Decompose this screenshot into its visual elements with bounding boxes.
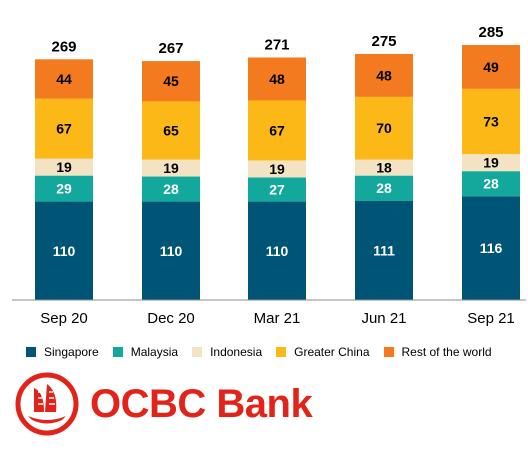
data-label-greater-china: 70 bbox=[376, 120, 392, 136]
bar-segment-greater-china bbox=[462, 88, 520, 155]
data-label-greater-china: 73 bbox=[483, 114, 499, 130]
data-label-greater-china: 67 bbox=[269, 122, 285, 138]
data-label-indonesia: 19 bbox=[163, 160, 179, 176]
labels-group: 110 29 19 67 44 269 110 28 19 65 45 267 110 27 19 67 48 2… bbox=[51, 24, 503, 259]
junk-sailboat-logo-icon bbox=[15, 372, 79, 436]
logo-wordmark: OCBC Bank bbox=[90, 382, 313, 426]
bar-segment-indonesia bbox=[248, 160, 306, 178]
data-label-rest-of-the-world: 48 bbox=[269, 71, 285, 87]
data-label-malaysia: 29 bbox=[56, 181, 72, 197]
bar-segment-greater-china bbox=[248, 100, 306, 161]
data-label-rest-of-the-world: 44 bbox=[56, 71, 72, 87]
data-label-greater-china: 67 bbox=[56, 121, 72, 137]
legend-label: Rest of the world bbox=[401, 345, 492, 359]
x-tick-label: Jun 21 bbox=[361, 310, 406, 327]
legend-swatch bbox=[26, 347, 36, 357]
ocbc-logo: OCBC Bank bbox=[14, 372, 344, 436]
legend-swatch bbox=[276, 347, 287, 357]
data-label-singapore: 110 bbox=[53, 243, 76, 259]
legend-item-rest-of-the-world: Rest of the world bbox=[383, 345, 492, 359]
legend-swatch bbox=[383, 347, 394, 357]
data-label-indonesia: 19 bbox=[56, 159, 72, 175]
legend-item-indonesia: Indonesia bbox=[192, 345, 262, 359]
x-tick-label: Sep 21 bbox=[467, 310, 515, 327]
data-label-indonesia: 19 bbox=[483, 155, 499, 171]
legend-item-malaysia: Malaysia bbox=[112, 345, 179, 359]
bar-segment-greater-china bbox=[355, 96, 413, 160]
bar-segment-malaysia bbox=[248, 177, 306, 202]
bar-segment-greater-china bbox=[142, 101, 200, 160]
data-label-rest-of-the-world: 48 bbox=[376, 67, 392, 83]
legend-label: Singapore bbox=[44, 345, 99, 359]
bar-segment-rest-of-the-world bbox=[35, 59, 93, 99]
bar-segment-indonesia bbox=[35, 158, 93, 176]
legend: Singapore Malaysia Indonesia Greater China R… bbox=[26, 343, 526, 361]
data-label-malaysia: 28 bbox=[163, 181, 179, 197]
x-tick-labels: Sep 20 Dec 20 Mar 21 Jun 21 Sep 21 bbox=[40, 310, 515, 327]
data-label-rest-of-the-world: 49 bbox=[483, 59, 499, 75]
bar-segment-malaysia bbox=[142, 176, 200, 202]
total-label: 275 bbox=[371, 33, 396, 50]
total-label: 269 bbox=[51, 38, 76, 55]
legend-label: Malaysia bbox=[130, 345, 179, 359]
data-label-rest-of-the-world: 45 bbox=[163, 73, 179, 89]
legend-swatch bbox=[112, 347, 123, 357]
bar-segment-singapore bbox=[142, 201, 200, 300]
x-tick-label: Mar 21 bbox=[254, 310, 301, 327]
bar-segment-rest-of-the-world bbox=[248, 57, 306, 101]
legend-label: Greater China bbox=[294, 345, 370, 359]
bar-segment-rest-of-the-world bbox=[355, 53, 413, 97]
data-label-singapore: 111 bbox=[373, 242, 395, 258]
data-label-indonesia: 19 bbox=[269, 161, 285, 177]
data-label-greater-china: 65 bbox=[163, 122, 179, 138]
total-label: 285 bbox=[478, 24, 503, 41]
total-label: 267 bbox=[158, 40, 183, 57]
data-label-singapore: 116 bbox=[480, 240, 503, 256]
legend-item-greater-china: Greater China bbox=[276, 345, 370, 359]
bar-segment-rest-of-the-world bbox=[142, 61, 200, 102]
data-label-indonesia: 18 bbox=[376, 160, 392, 176]
x-tick-label: Sep 20 bbox=[40, 310, 88, 327]
data-label-singapore: 110 bbox=[266, 243, 289, 259]
bar-segment-singapore bbox=[35, 201, 93, 300]
bar-segment-indonesia bbox=[142, 159, 200, 177]
legend-item-singapore: Singapore bbox=[26, 345, 99, 359]
data-label-singapore: 110 bbox=[160, 243, 183, 259]
bar-segment-malaysia bbox=[355, 175, 413, 201]
bar-segment-singapore bbox=[355, 200, 413, 300]
data-label-malaysia: 28 bbox=[483, 176, 499, 192]
data-label-malaysia: 28 bbox=[376, 180, 392, 196]
data-label-malaysia: 27 bbox=[269, 182, 285, 198]
bar-segment-greater-china bbox=[35, 98, 93, 159]
bars-group bbox=[35, 45, 520, 300]
legend-swatch bbox=[192, 347, 203, 357]
x-tick-label: Dec 20 bbox=[147, 310, 195, 327]
bar-segment-indonesia bbox=[355, 159, 413, 176]
bar-segment-malaysia bbox=[462, 171, 520, 197]
bar-segment-indonesia bbox=[462, 154, 520, 172]
bar-segment-singapore bbox=[248, 201, 306, 300]
stacked-bar-chart: 110 29 19 67 44 269 110 28 19 65 45 267 110 27 19 67 48 2… bbox=[12, 24, 526, 327]
bar-segment-rest-of-the-world bbox=[462, 45, 520, 89]
bar-segment-singapore bbox=[462, 196, 520, 300]
legend-label: Indonesia bbox=[210, 345, 263, 359]
bar-segment-malaysia bbox=[35, 175, 93, 202]
total-label: 271 bbox=[264, 37, 289, 54]
